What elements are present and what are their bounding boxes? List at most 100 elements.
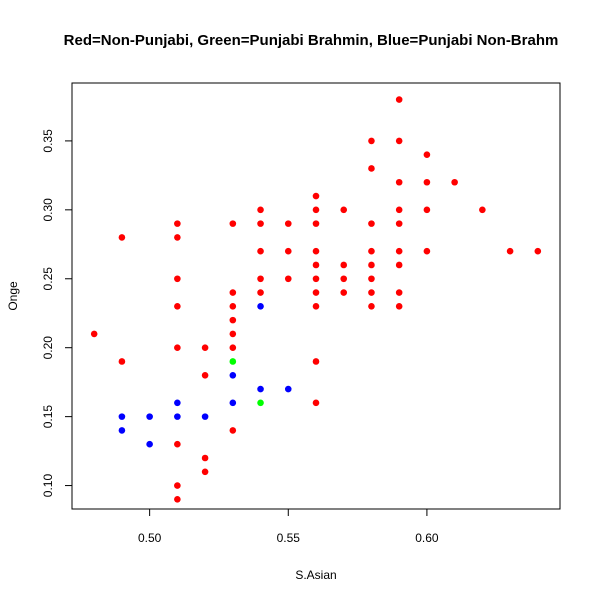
data-point: [257, 247, 264, 255]
data-point: [257, 385, 264, 393]
data-point: [368, 247, 375, 255]
data-point: [174, 482, 181, 489]
data-point: [284, 247, 292, 255]
x-tick-label: 0.55: [277, 531, 301, 545]
data-point: [257, 289, 264, 296]
data-point: [506, 247, 514, 255]
chart-title: Red=Non-Punjabi, Green=Punjabi Brahmin, …: [64, 32, 559, 49]
y-axis: 0.10 0.15 0.20 0.25 0.30 0.35: [41, 129, 73, 498]
data-point: [312, 303, 320, 310]
data-point: [534, 247, 542, 255]
data-point: [201, 454, 209, 462]
data-point: [174, 399, 181, 407]
y-tick-label: 0.25: [41, 267, 55, 291]
data-point: [229, 344, 237, 351]
data-point: [423, 178, 431, 186]
data-point: [423, 206, 431, 214]
data-point: [229, 358, 237, 365]
data-point: [146, 413, 153, 420]
y-axis-label: Onge: [6, 281, 20, 311]
y-tick-label: 0.10: [41, 474, 55, 498]
data-point: [174, 413, 181, 420]
data-point: [395, 206, 403, 214]
data-point: [451, 178, 458, 186]
y-tick-label: 0.15: [41, 405, 55, 429]
data-point: [201, 413, 209, 420]
data-point: [340, 261, 348, 269]
data-points: [90, 96, 542, 503]
x-axis-label: S.Asian: [295, 568, 336, 582]
data-point: [284, 275, 292, 283]
y-tick-label: 0.30: [41, 198, 55, 222]
data-point: [312, 192, 320, 200]
data-point: [368, 165, 375, 172]
data-point: [229, 399, 237, 407]
data-point: [395, 261, 403, 269]
data-point: [395, 137, 403, 145]
data-point: [312, 220, 320, 227]
data-point: [229, 303, 237, 310]
data-point: [395, 220, 403, 227]
data-point: [146, 440, 153, 448]
data-point: [368, 275, 375, 283]
data-point: [368, 303, 375, 310]
data-point: [368, 289, 375, 296]
data-point: [174, 496, 181, 503]
data-point: [395, 289, 403, 296]
data-point: [229, 316, 237, 324]
data-point: [257, 399, 264, 407]
data-point: [257, 206, 264, 214]
data-point: [423, 247, 431, 255]
data-point: [340, 206, 348, 214]
data-point: [368, 220, 375, 227]
y-tick-label: 0.35: [41, 129, 55, 153]
data-point: [229, 330, 237, 338]
data-point: [257, 303, 264, 310]
data-point: [201, 344, 209, 351]
data-point: [340, 275, 348, 283]
data-point: [174, 275, 181, 283]
data-point: [368, 137, 375, 145]
data-point: [118, 427, 126, 434]
data-point: [174, 220, 181, 227]
data-point: [284, 220, 292, 227]
data-point: [395, 247, 403, 255]
data-point: [257, 275, 264, 283]
data-point: [312, 247, 320, 255]
y-tick-label: 0.20: [41, 336, 55, 360]
data-point: [201, 468, 209, 476]
data-point: [118, 234, 126, 241]
data-point: [340, 289, 348, 296]
data-point: [174, 344, 181, 351]
data-point: [257, 220, 264, 227]
data-point: [395, 178, 403, 186]
data-point: [174, 234, 181, 241]
data-point: [479, 206, 486, 214]
data-point: [312, 206, 320, 214]
data-point: [118, 358, 126, 365]
data-point: [229, 427, 237, 434]
data-point: [312, 289, 320, 296]
data-point: [118, 413, 126, 420]
data-point: [395, 96, 403, 103]
data-point: [312, 261, 320, 269]
data-point: [312, 275, 320, 283]
data-point: [312, 358, 320, 365]
data-point: [312, 399, 320, 407]
data-point: [201, 371, 209, 379]
data-point: [284, 385, 292, 393]
data-point: [229, 220, 237, 227]
data-point: [229, 371, 237, 379]
data-point: [174, 303, 181, 310]
data-point: [229, 289, 237, 296]
data-point: [395, 303, 403, 310]
x-tick-label: 0.60: [415, 531, 439, 545]
x-axis: 0.50 0.55 0.60: [138, 508, 439, 545]
data-point: [368, 261, 375, 269]
x-tick-label: 0.50: [138, 531, 162, 545]
data-point: [423, 151, 431, 158]
data-point: [90, 330, 98, 338]
data-point: [174, 440, 181, 448]
